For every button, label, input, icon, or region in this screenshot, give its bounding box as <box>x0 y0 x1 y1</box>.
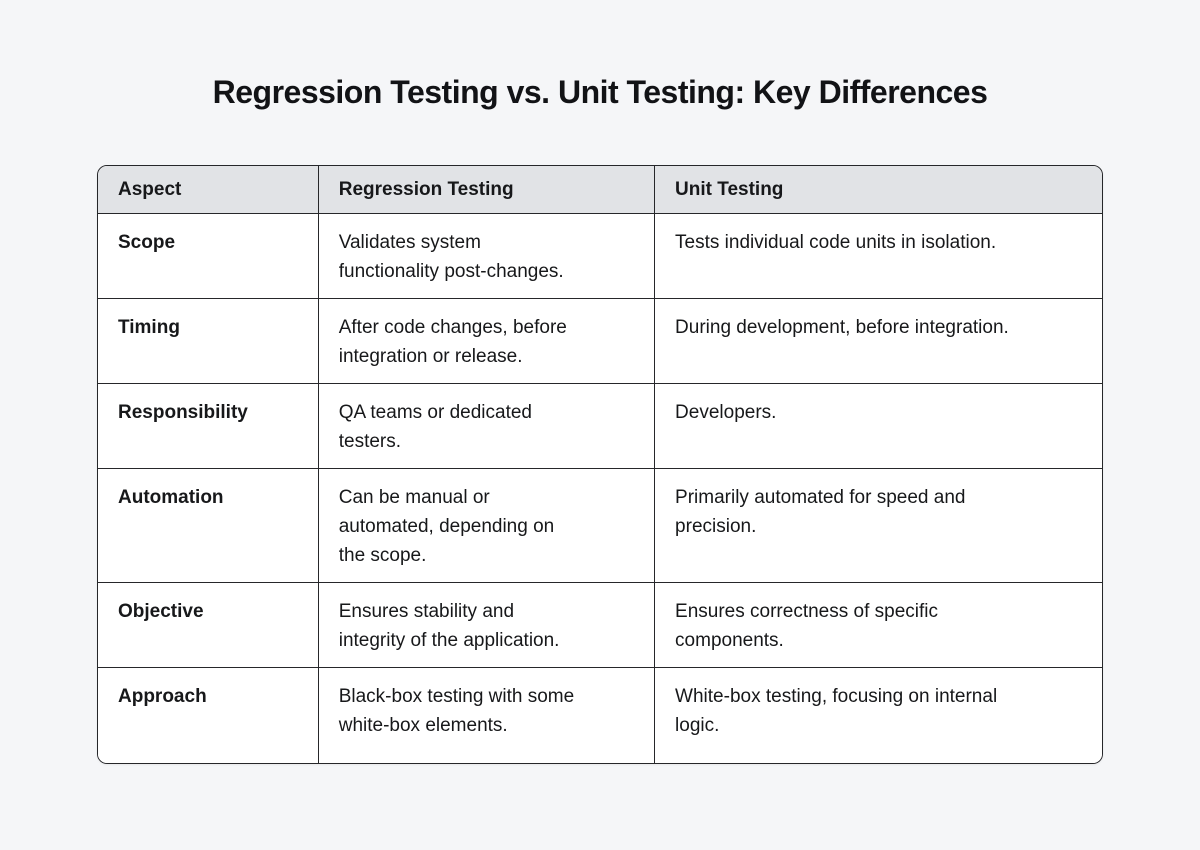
cell-unit-testing: During development, before integration. <box>654 298 1102 384</box>
cell-aspect: Approach <box>98 667 319 763</box>
cell-aspect: Automation <box>98 468 319 583</box>
table-row-scope: Scope Validates system functionality pos… <box>98 213 1102 299</box>
column-header-unit-testing: Unit Testing <box>654 166 1102 214</box>
table-row-automation: Automation Can be manual or automated, d… <box>98 468 1102 583</box>
cell-aspect: Scope <box>98 213 319 299</box>
comparison-table: Aspect Regression Testing Unit Testing S… <box>97 165 1103 764</box>
cell-regression-testing: Black-box testing with some white-box el… <box>317 667 655 763</box>
column-header-regression-testing: Regression Testing <box>317 166 655 214</box>
table-row-approach: Approach Black-box testing with some whi… <box>98 667 1102 763</box>
cell-aspect: Objective <box>98 582 319 668</box>
cell-unit-testing: Developers. <box>654 383 1102 469</box>
page-title: Regression Testing vs. Unit Testing: Key… <box>212 74 988 110</box>
cell-aspect: Timing <box>98 298 319 384</box>
cell-regression-testing: QA teams or dedicated testers. <box>317 383 655 469</box>
column-header-aspect: Aspect <box>98 166 319 214</box>
table-row-timing: Timing After code changes, before integr… <box>98 298 1102 384</box>
table-header-row: Aspect Regression Testing Unit Testing <box>98 166 1102 214</box>
cell-regression-testing: After code changes, before integration o… <box>317 298 655 384</box>
cell-regression-testing: Can be manual or automated, depending on… <box>317 468 655 583</box>
cell-unit-testing: White-box testing, focusing on internal … <box>654 667 1102 763</box>
cell-unit-testing: Primarily automated for speed and precis… <box>654 468 1102 583</box>
cell-regression-testing: Validates system functionality post-chan… <box>317 213 655 299</box>
cell-aspect: Responsibility <box>98 383 319 469</box>
comparison-table-grid: Aspect Regression Testing Unit Testing S… <box>98 166 1102 763</box>
cell-unit-testing: Tests individual code units in isolation… <box>654 213 1102 299</box>
table-row-objective: Objective Ensures stability and integrit… <box>98 582 1102 668</box>
cell-unit-testing: Ensures correctness of specific componen… <box>654 582 1102 668</box>
table-row-responsibility: Responsibility QA teams or dedicated tes… <box>98 383 1102 469</box>
cell-regression-testing: Ensures stability and integrity of the a… <box>317 582 655 668</box>
